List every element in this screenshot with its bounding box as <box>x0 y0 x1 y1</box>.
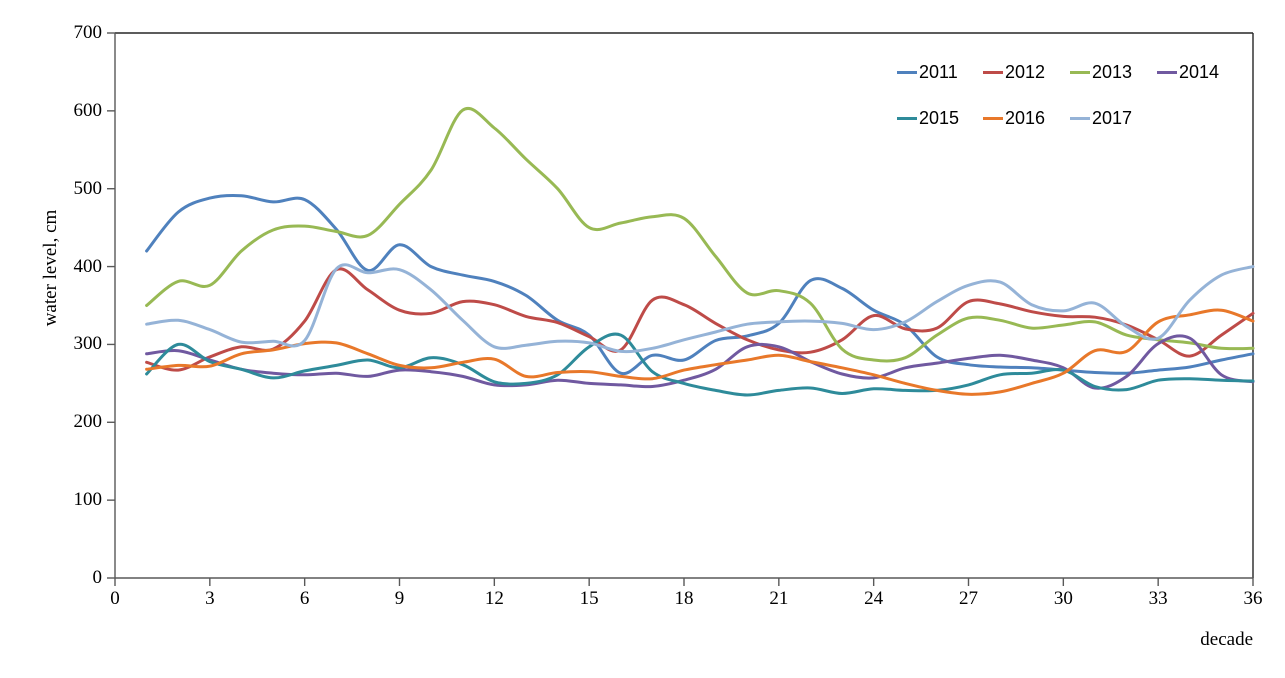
legend-item-2017: 2017 <box>1070 107 1132 129</box>
y-tick-label: 700 <box>73 22 103 43</box>
x-tick-label: 0 <box>110 588 120 609</box>
legend-item-2014: 2014 <box>1157 61 1219 83</box>
series-line-2013 <box>145 107 1255 363</box>
x-tick-label: 21 <box>769 588 789 609</box>
x-tick-label: 36 <box>1243 588 1263 609</box>
x-tick-label: 33 <box>1148 588 1168 609</box>
y-tick-label: 0 <box>92 567 103 588</box>
legend-label-2013: 2013 <box>1092 61 1133 82</box>
legend-item-2016: 2016 <box>983 107 1045 129</box>
legend-swatch-2012 <box>983 70 1003 74</box>
legend-swatch-2016 <box>983 116 1003 120</box>
x-tick-label: 12 <box>484 588 504 609</box>
x-tick-label: 15 <box>579 588 599 609</box>
y-tick-label: 300 <box>73 333 103 355</box>
legend-swatch-2017 <box>1070 116 1090 120</box>
legend-swatch-2014 <box>1157 70 1177 74</box>
legend-label-2014: 2014 <box>1179 61 1220 82</box>
y-tick-label: 400 <box>73 255 103 277</box>
x-axis-title: decade <box>1200 629 1253 650</box>
x-tick-label: 27 <box>959 588 978 609</box>
x-tick-label: 3 <box>205 588 215 609</box>
series-line-2017 <box>145 263 1255 354</box>
legend-label-2012: 2012 <box>1005 61 1046 82</box>
legend-item-2013: 2013 <box>1070 61 1132 83</box>
y-tick-label: 600 <box>73 99 103 121</box>
x-tick-label: 6 <box>299 588 310 609</box>
legend-swatch-2011 <box>897 70 917 74</box>
legend-label-2015: 2015 <box>919 107 960 128</box>
series-line-2014 <box>145 334 1255 390</box>
legend-label-2017: 2017 <box>1092 107 1133 128</box>
legend-item-2015: 2015 <box>897 107 959 129</box>
x-tick-label: 24 <box>864 588 884 609</box>
legend-label-2016: 2016 <box>1005 107 1046 128</box>
x-tick-label: 18 <box>674 588 694 609</box>
series-line-2011 <box>145 193 1255 375</box>
y-tick-label: 200 <box>73 411 103 433</box>
y-axis-title: water level, cm <box>40 209 61 327</box>
y-tick-label: 100 <box>73 489 103 511</box>
x-tick-label: 30 <box>1053 588 1073 609</box>
x-tick-label: 9 <box>394 588 405 609</box>
legend-item-2011: 2011 <box>897 61 958 83</box>
legend: 2011 2012 2013 2014 2015 2016 2017 <box>895 58 1235 140</box>
legend-swatch-2015 <box>897 116 917 120</box>
legend-item-2012: 2012 <box>983 61 1045 83</box>
series-line-2016 <box>145 308 1255 396</box>
y-tick-label: 500 <box>73 177 103 199</box>
legend-label-2011: 2011 <box>919 61 958 82</box>
legend-swatch-2013 <box>1070 70 1090 74</box>
